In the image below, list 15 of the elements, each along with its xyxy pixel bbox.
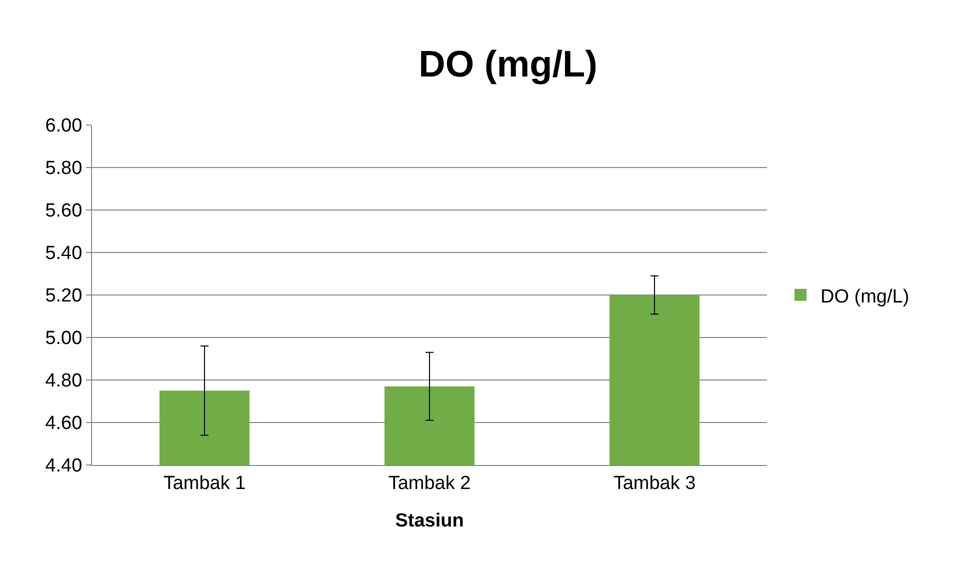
x-tick-label: Tambak 1 <box>163 472 246 494</box>
y-tick-label: 5.00 <box>45 328 82 350</box>
x-axis-title: Stasiun <box>395 510 464 532</box>
x-tick-label: Tambak 2 <box>388 472 471 494</box>
y-tick-label: 6.00 <box>45 116 82 137</box>
y-tick-label: 5.40 <box>45 243 82 264</box>
x-tick-label: Tambak 3 <box>613 472 696 494</box>
y-tick-label: 4.80 <box>45 370 82 392</box>
y-tick-label: 4.60 <box>45 413 82 434</box>
y-tick-label: 5.60 <box>45 200 82 222</box>
y-tick-label: 4.40 <box>45 456 82 477</box>
y-tick-label: 5.80 <box>45 158 82 180</box>
chart-title: DO (mg/L) <box>418 44 598 85</box>
y-tick-label: 5.20 <box>45 286 82 307</box>
legend-label: DO (mg/L) <box>820 286 910 308</box>
